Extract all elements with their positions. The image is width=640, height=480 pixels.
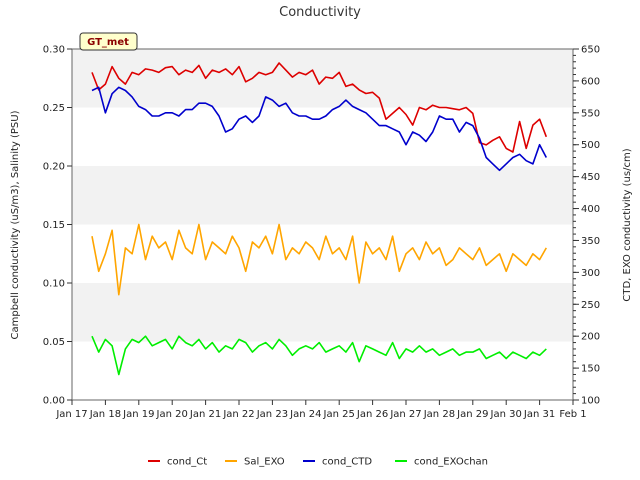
x-tick-label: Jan 19	[122, 409, 154, 420]
series-line-cond-ct	[91, 62, 548, 153]
station-badge-label: GT_met	[87, 37, 129, 48]
legend-label: Sal_EXO	[244, 457, 285, 468]
right-tick-label: 150	[581, 364, 600, 375]
right-axis-label: CTD, EXO conductivity (us/cm)	[622, 148, 633, 301]
grid-band	[72, 224, 573, 283]
series-line-sal-exo	[91, 223, 547, 296]
chart-title: Conductivity	[279, 5, 361, 20]
left-tick-label: 0.05	[43, 337, 65, 348]
left-tick-label: 0.00	[43, 396, 65, 407]
left-tick-label: 0.10	[43, 279, 65, 290]
x-tick-label: Jan 20	[156, 409, 188, 420]
left-tick-label: 0.15	[43, 220, 65, 231]
x-tick-label: Jan 25	[323, 409, 355, 420]
x-tick-label: Feb 1	[559, 409, 586, 420]
x-tick-label: Jan 21	[189, 409, 221, 420]
right-tick-label: 500	[581, 140, 600, 151]
legend: cond_Ct Sal_EXO cond_CTD cond_EXOchan	[148, 457, 488, 468]
series-line-cond-exochan	[91, 335, 547, 376]
x-tick-label: Jan 30	[490, 409, 522, 420]
x-tick-label: Jan 26	[356, 409, 388, 420]
x-axis: Jan 17 Jan 18 Jan 19 Jan 20 Jan 21 Jan 22 Jan …	[55, 400, 587, 420]
left-tick-label: 0.30	[43, 45, 65, 56]
left-axis: 0.00 0.05 0.10 0.15 0.20 0.25 0.30	[43, 45, 72, 407]
grid-band	[72, 107, 573, 166]
right-tick-label: 350	[581, 236, 600, 247]
grid-band	[72, 49, 573, 108]
grid-band	[72, 166, 573, 225]
station-badge: GT_met	[79, 32, 138, 51]
grid-bands	[72, 49, 573, 400]
station-badge-box	[79, 32, 138, 51]
left-tick-label: 0.25	[43, 103, 65, 114]
x-tick-label: Jan 23	[256, 409, 288, 420]
x-tick-label: Jan 27	[389, 409, 421, 420]
x-tick-label: Jan 17	[55, 409, 87, 420]
right-tick-label: 600	[581, 76, 600, 87]
right-tick-label: 250	[581, 300, 600, 311]
x-tick-label: Jan 24	[289, 409, 321, 420]
series-line-cond-ctd	[91, 86, 548, 172]
right-tick-label: 450	[581, 172, 600, 183]
right-axis: 100 150 200 250 300 350 400 450 500 550 600 650	[573, 45, 600, 407]
series-layer	[91, 62, 548, 376]
right-tick-label: 200	[581, 332, 600, 343]
x-tick-label: Jan 18	[89, 409, 121, 420]
x-tick-label: Jan 22	[222, 409, 254, 420]
legend-label: cond_EXOchan	[414, 457, 488, 468]
right-tick-label: 100	[581, 396, 600, 407]
right-tick-label: 400	[581, 204, 600, 215]
x-tick-label: Jan 28	[423, 409, 455, 420]
right-tick-label: 550	[581, 108, 600, 119]
grid-band	[72, 283, 573, 342]
left-tick-label: 0.20	[43, 162, 65, 173]
x-tick-label: Jan 31	[523, 409, 555, 420]
left-axis-label: Campbell conductivity (uS/m3), Salinity …	[10, 110, 21, 339]
right-tick-label: 300	[581, 268, 600, 279]
right-tick-label: 650	[581, 45, 600, 56]
legend-label: cond_CTD	[322, 457, 372, 468]
legend-label: cond_Ct	[167, 457, 207, 468]
x-tick-label: Jan 29	[456, 409, 488, 420]
grid-band	[72, 341, 573, 400]
